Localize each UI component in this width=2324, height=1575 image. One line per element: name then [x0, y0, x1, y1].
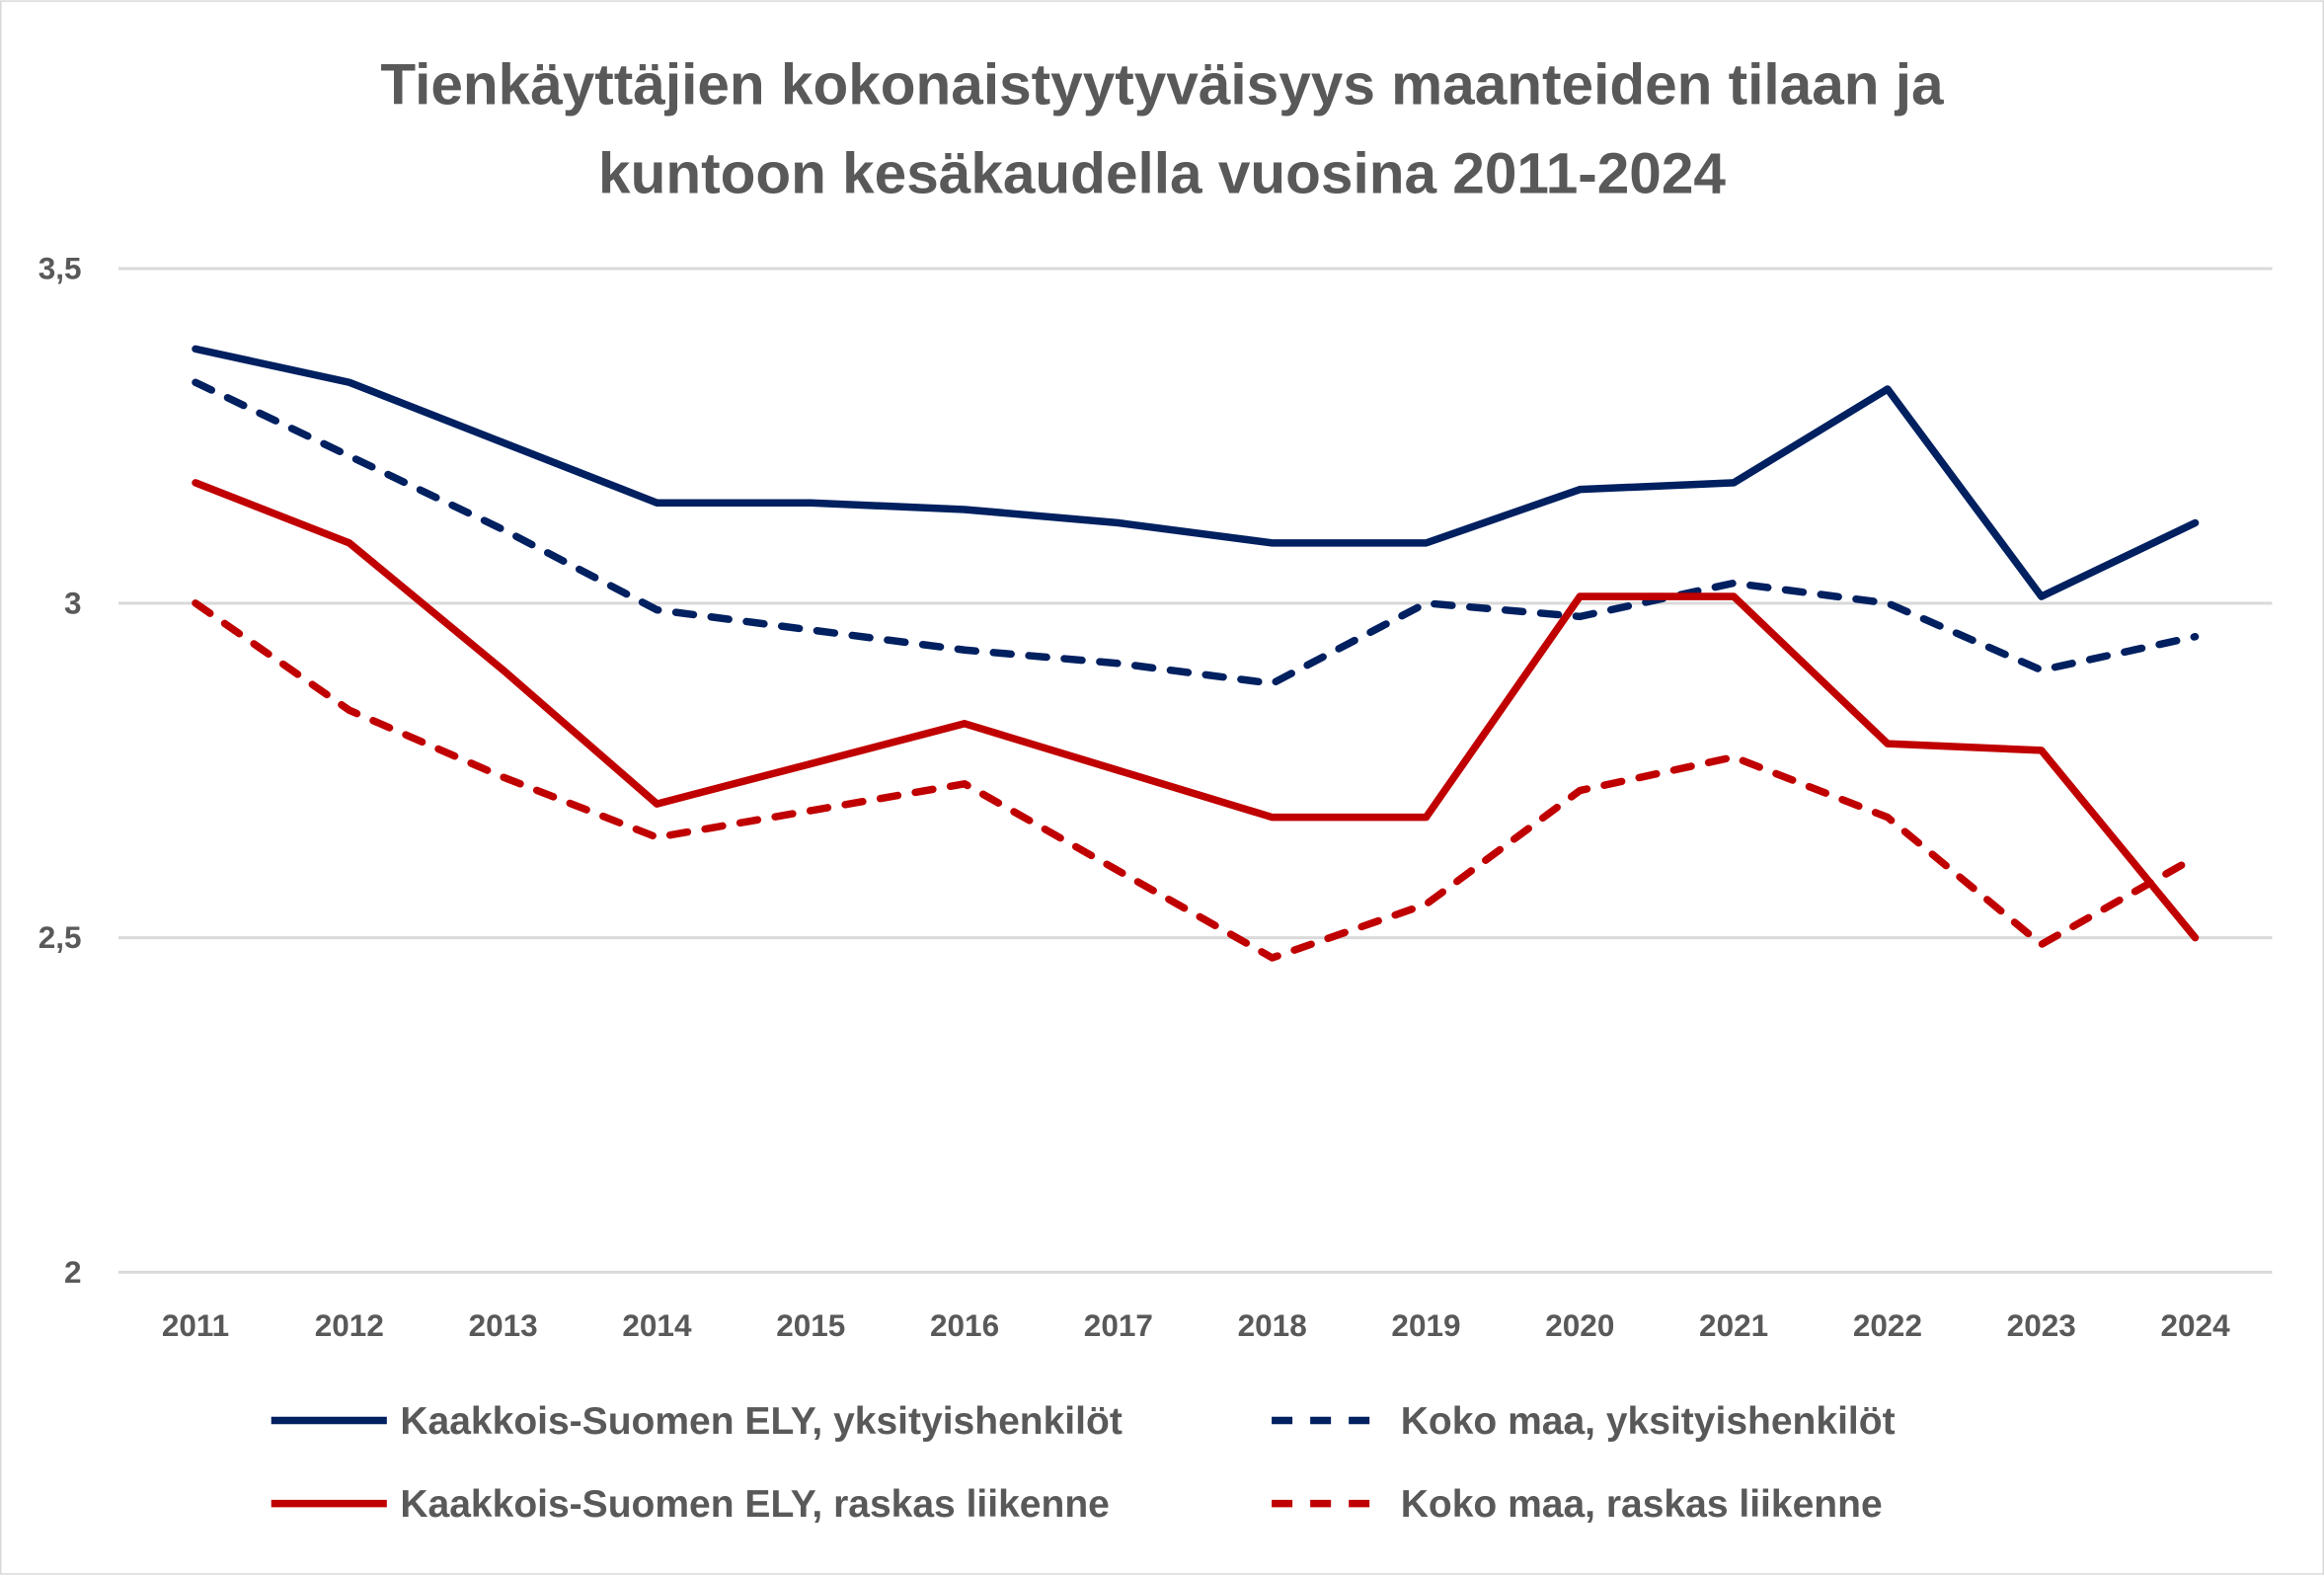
x-tick-label: 2023 [2007, 1307, 2076, 1343]
x-tick-label: 2019 [1391, 1307, 1460, 1343]
x-tick-label: 2016 [930, 1307, 999, 1343]
legend-label: Kaakkois-Suomen ELY, yksityishenkilöt [400, 1400, 1122, 1443]
series-line-3 [192, 479, 2200, 942]
x-tick-label: 2013 [469, 1307, 538, 1343]
legend-item-4: Koko maa, raskas liikenne [1272, 1483, 1883, 1526]
x-tick-label: 2015 [776, 1307, 845, 1343]
x-tick-label: 2022 [1853, 1307, 1922, 1343]
x-tick-label: 2018 [1238, 1307, 1307, 1343]
x-tick-label: 2014 [622, 1307, 692, 1343]
x-tick-label: 2017 [1084, 1307, 1153, 1343]
series-line-4 [192, 599, 2200, 962]
x-tick-label: 2012 [315, 1307, 384, 1343]
series-line-2 [192, 378, 2200, 687]
chart-title-line-1: Tienkäyttäjien kokonaistyytyväisyys maan… [380, 52, 1944, 117]
y-tick-label: 2,5 [39, 919, 82, 955]
legend-label: Kaakkois-Suomen ELY, raskas liikenne [400, 1483, 1110, 1526]
legend-label: Koko maa, yksityishenkilöt [1401, 1400, 1896, 1443]
legend-item-1: Kaakkois-Suomen ELY, yksityishenkilöt [271, 1400, 1123, 1443]
x-tick-label: 2021 [1699, 1307, 1768, 1343]
legend-item-2: Koko maa, yksityishenkilöt [1272, 1400, 1896, 1443]
legend-item-3: Kaakkois-Suomen ELY, raskas liikenne [271, 1483, 1110, 1526]
y-tick-label: 2 [64, 1254, 82, 1290]
legend-label: Koko maa, raskas liikenne [1401, 1483, 1883, 1526]
series-line-1 [192, 345, 2200, 600]
y-tick-label: 3,5 [39, 251, 82, 286]
x-tick-label: 2020 [1545, 1307, 1614, 1343]
x-tick-label: 2011 [162, 1307, 229, 1343]
x-tick-label: 2024 [2160, 1307, 2230, 1343]
y-tick-label: 3 [64, 585, 82, 620]
chart-title-line-2: kuntoon kesäkaudella vuosina 2011-2024 [598, 141, 1726, 205]
